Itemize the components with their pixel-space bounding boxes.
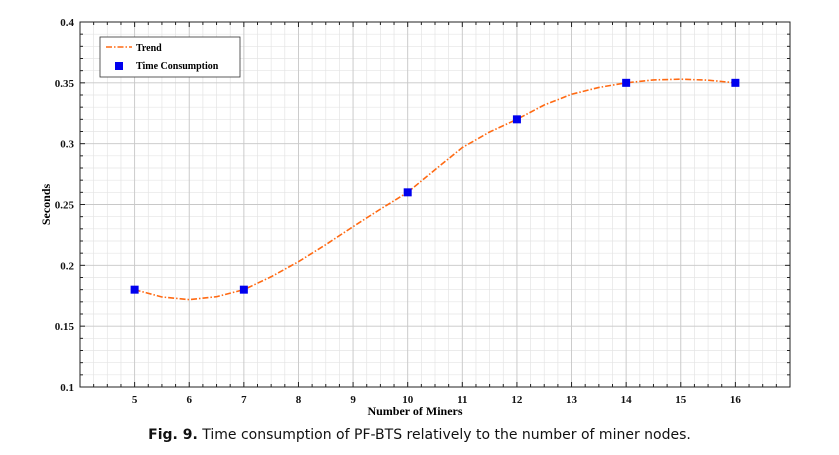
x-tick-label: 6 <box>186 394 192 406</box>
y-tick-label: 0.25 <box>55 200 75 212</box>
time-consumption-marker <box>622 78 631 87</box>
y-tick-label: 0.15 <box>55 321 75 333</box>
y-axis-title: Seconds <box>39 183 53 225</box>
y-tick-label: 0.4 <box>60 17 74 29</box>
tick-marks <box>79 21 791 388</box>
legend: Trend Time Consumption <box>99 36 241 78</box>
x-tick-label: 9 <box>350 394 356 406</box>
time-consumption-marker <box>130 285 139 294</box>
y-tick-label: 0.3 <box>60 139 74 151</box>
y-tick-label: 0.35 <box>55 78 75 90</box>
x-axis-title: Number of Miners <box>367 404 462 418</box>
figure-label: Fig. 9. <box>148 427 198 443</box>
x-tick-label: 10 <box>402 394 414 406</box>
x-tick-label: 8 <box>296 394 302 406</box>
legend-label-time-consumption: Time Consumption <box>136 61 219 72</box>
time-consumption-marker <box>512 115 521 124</box>
legend-box <box>99 36 241 78</box>
x-tick-label: 5 <box>132 394 138 406</box>
figure-caption: Fig. 9. Time consumption of PF-BTS relat… <box>0 427 839 443</box>
x-tick-label: 7 <box>241 394 247 406</box>
x-tick-label: 15 <box>675 394 687 406</box>
x-tick-label: 12 <box>511 394 523 406</box>
x-tick-label: 16 <box>730 394 742 406</box>
figure-caption-text: Time consumption of PF-BTS relatively to… <box>197 427 691 443</box>
time-consumption-marker <box>403 188 412 197</box>
time-consumption-marker <box>239 285 248 294</box>
trend-line <box>134 78 736 301</box>
legend-label-trend: Trend <box>136 43 162 54</box>
y-tick-label: 0.2 <box>60 260 74 272</box>
x-tick-label: 14 <box>621 394 633 406</box>
chart: 5 6 7 8 9 10 11 12 13 14 15 16 0.1 0.15 0.2 0.25 0.3 0.35… <box>39 17 791 418</box>
y-tick-label: 0.1 <box>60 382 74 394</box>
chart-svg: 5 6 7 8 9 10 11 12 13 14 15 16 0.1 0.15 0.2 0.25 0.3 0.35… <box>39 17 791 418</box>
legend-marker-swatch <box>115 62 123 70</box>
x-tick-label: 13 <box>566 394 578 406</box>
x-tick-label: 11 <box>457 394 467 406</box>
time-consumption-marker <box>731 78 740 87</box>
